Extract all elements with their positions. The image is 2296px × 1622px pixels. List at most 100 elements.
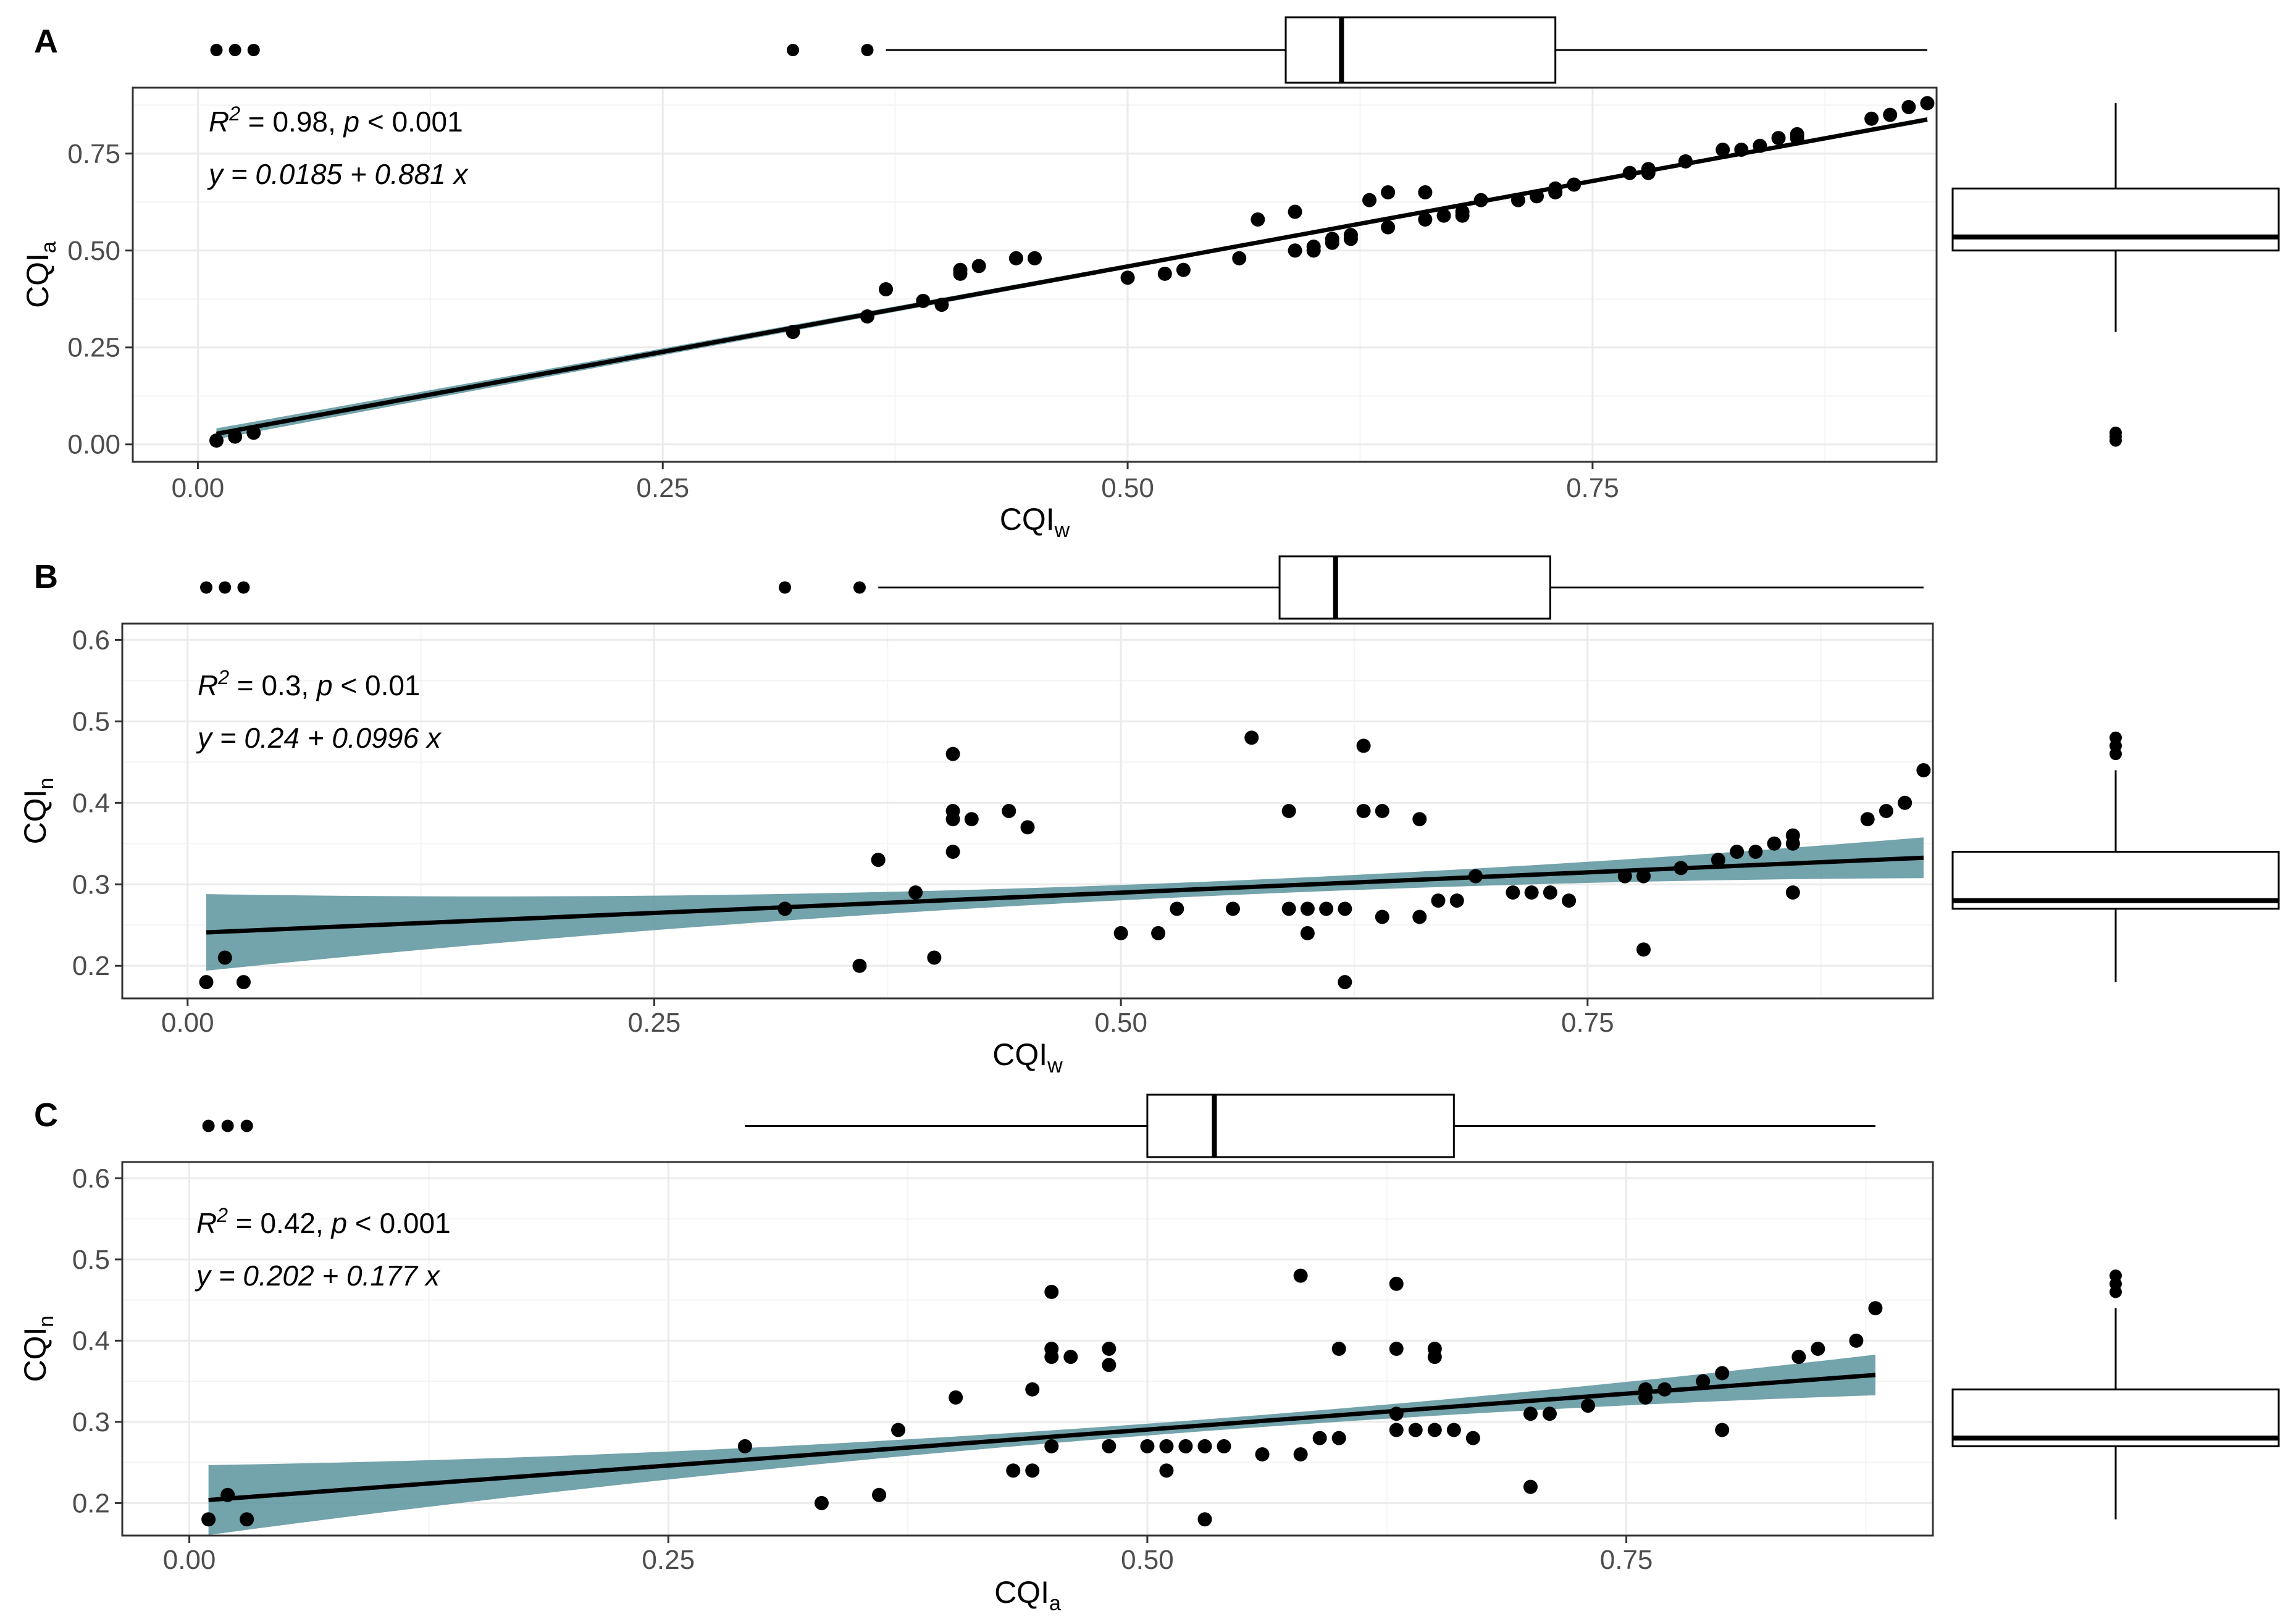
x-tick-label: 0.00 <box>172 473 225 503</box>
boxplot-box <box>1951 187 2280 252</box>
data-point <box>209 433 224 448</box>
top-boxplot <box>202 1093 1875 1158</box>
top-boxplot <box>210 16 1927 84</box>
boxplot-outlier <box>237 581 250 594</box>
data-point <box>879 282 894 297</box>
data-point <box>1063 1350 1078 1365</box>
data-point <box>240 1512 254 1527</box>
data-point <box>1217 1439 1231 1453</box>
data-point <box>891 1423 906 1437</box>
boxplot-box <box>1278 555 1551 620</box>
data-point <box>1020 820 1035 835</box>
x-tick-label: 0.50 <box>1121 1545 1174 1575</box>
data-point <box>1506 885 1520 900</box>
data-point <box>1178 1439 1193 1453</box>
data-point <box>1427 1423 1442 1437</box>
regression-line <box>208 1373 1876 1502</box>
x-tick-label: 0.00 <box>163 1545 216 1575</box>
data-point <box>1113 926 1128 940</box>
data-point <box>1436 208 1451 223</box>
data-point <box>1711 853 1725 867</box>
data-point <box>1176 262 1191 277</box>
x-tick-label: 0.25 <box>642 1545 695 1575</box>
y-tick-label: 0.6 <box>72 625 110 655</box>
data-point <box>201 1512 216 1527</box>
data-point <box>1044 1439 1059 1453</box>
data-point <box>1636 869 1651 884</box>
data-point <box>1465 1431 1480 1445</box>
boxplot-outlier <box>853 581 866 594</box>
data-point <box>1151 926 1166 940</box>
data-point <box>236 975 251 990</box>
data-point <box>1288 243 1302 258</box>
x-axis-label: CQIw <box>992 1037 1063 1077</box>
data-point <box>1389 1276 1404 1291</box>
regression-equation: y = 0.0185 + 0.881 x <box>207 158 469 190</box>
data-point <box>971 259 986 274</box>
confidence-ribbon <box>208 1355 1875 1535</box>
y-tick-label: 0.3 <box>72 1407 110 1437</box>
data-point <box>927 950 942 965</box>
right-boxplot <box>1951 731 2280 982</box>
data-point <box>1748 844 1763 859</box>
panel-border <box>121 1161 1934 1537</box>
data-point <box>1293 1447 1308 1461</box>
regression-equation: y = 0.24 + 0.0996 x <box>196 722 442 754</box>
data-point <box>1412 812 1427 827</box>
top-boxplot <box>200 555 1924 620</box>
data-point <box>1790 127 1804 141</box>
panel-letter: A <box>34 23 58 60</box>
data-point <box>1562 893 1577 908</box>
y-tick-label: 0.2 <box>72 951 110 981</box>
x-tick-label: 0.75 <box>1561 1008 1614 1038</box>
data-point <box>1232 251 1247 265</box>
panel-a: A 0.00 0.25 0.50 0.75 0.00 0.25 0.50 0.75 R2 = 0.… <box>20 16 2280 542</box>
data-point <box>1197 1439 1212 1453</box>
data-point <box>1901 99 1916 114</box>
data-point <box>1785 828 1800 843</box>
data-point <box>1331 1431 1346 1445</box>
data-point <box>1412 909 1427 924</box>
data-point <box>1381 220 1396 235</box>
data-point <box>1157 266 1172 281</box>
x-tick-label: 0.50 <box>1094 1008 1147 1038</box>
panel-letter: B <box>34 558 58 595</box>
data-point <box>1197 1512 1212 1527</box>
y-axis-label: CQIn <box>18 1316 58 1382</box>
data-point <box>964 812 979 827</box>
data-point <box>1244 730 1259 745</box>
data-point <box>1381 185 1396 200</box>
data-point <box>1543 885 1557 900</box>
boxplot-box <box>1146 1093 1455 1158</box>
data-point <box>199 975 214 990</box>
boxplot-outlier <box>219 581 232 594</box>
panel-border <box>132 86 1938 463</box>
data-point <box>1044 1284 1059 1299</box>
r-squared-annotation: R2 = 0.98, p < 0.001 <box>209 102 463 138</box>
data-point <box>1455 204 1470 219</box>
data-point <box>1251 212 1265 227</box>
r-squared-annotation: R2 = 0.42, p < 0.001 <box>196 1204 451 1239</box>
r-squared-annotation: R2 = 0.3, p < 0.01 <box>198 666 421 701</box>
boxplot-outlier <box>228 44 241 56</box>
y-tick-label: 0.25 <box>67 333 120 363</box>
data-point <box>945 844 960 859</box>
y-tick-label: 0.6 <box>72 1163 110 1194</box>
y-tick-label: 0.75 <box>67 139 120 169</box>
x-tick-label: 0.75 <box>1566 473 1619 503</box>
regression-line <box>216 117 1928 437</box>
data-point <box>949 1390 963 1405</box>
data-point <box>1343 228 1358 243</box>
data-point <box>1102 1342 1117 1356</box>
data-point <box>1418 212 1433 227</box>
data-point <box>1375 909 1389 924</box>
data-point <box>1225 901 1240 916</box>
boxplot-outlier <box>861 44 874 56</box>
data-point <box>1523 1407 1538 1421</box>
data-point <box>1916 763 1931 778</box>
data-point <box>1389 1342 1404 1356</box>
data-point <box>1288 204 1302 219</box>
panel-letter: C <box>34 1097 58 1134</box>
data-point <box>1375 804 1389 818</box>
